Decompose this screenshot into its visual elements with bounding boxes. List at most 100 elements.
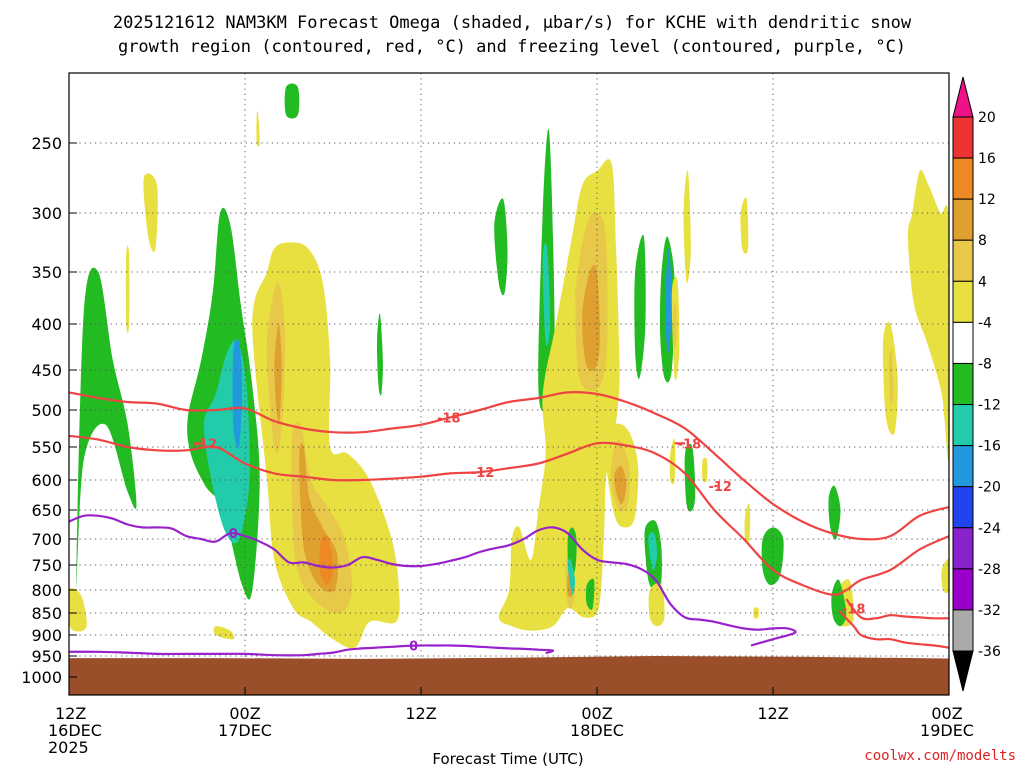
colorbar-label-7: -12 — [978, 398, 1001, 414]
x-tick-label-0-2: 2025 — [48, 738, 89, 757]
omega-region-30 — [567, 558, 576, 595]
colorbar-label-12: -32 — [978, 603, 1001, 619]
y-tick-label-1: 300 — [31, 204, 62, 223]
chart-title-line1: 2025121612 NAM3KM Forecast Omega (shaded… — [113, 13, 912, 33]
x-tick-label-2-0: 12Z — [405, 704, 436, 723]
y-tick-label-4: 450 — [31, 361, 62, 380]
y-tick-label-15: 1000 — [21, 668, 62, 687]
isotherm-label-5: -18 — [842, 602, 866, 617]
y-tick-label-7: 600 — [31, 471, 62, 490]
omega-region-53 — [907, 169, 949, 461]
colorbar-swatch-6 — [952, 362, 974, 406]
y-tick-label-6: 550 — [31, 438, 62, 457]
omega-region-52 — [888, 349, 894, 405]
isotherm-labels: -18 -12 -12 -18 -12 -18 0 0 — [194, 411, 866, 654]
omega-region-47 — [761, 527, 784, 586]
y-tick-label-5: 500 — [31, 401, 62, 420]
isotherm-line-6 — [838, 609, 949, 649]
colorbar-swatch-1 — [952, 157, 974, 200]
omega-region-54 — [941, 559, 949, 594]
colorbar: 20 16 12 8 4 -4 -8 -12 -16 -20 -24 -28 -32 -36 — [952, 76, 1001, 692]
omega-region-32 — [634, 234, 646, 379]
colorbar-label-2: 12 — [978, 192, 996, 208]
colorbar-label-0: 20 — [978, 110, 996, 126]
omega-region-11 — [319, 535, 334, 585]
x-tick-label-3-0: 00Z — [581, 704, 612, 723]
colorbar-label-6: -8 — [978, 356, 992, 372]
omega-region-14 — [69, 588, 87, 632]
isotherm-label-4: -12 — [708, 480, 732, 495]
isotherm-line-8 — [69, 644, 555, 657]
colorbar-label-11: -28 — [978, 562, 1001, 578]
isotherm-line-5 — [845, 598, 949, 621]
colorbar-swatch-12 — [952, 609, 974, 652]
y-tick-label-0: 250 — [31, 134, 62, 153]
y-tick-label-14: 950 — [31, 647, 62, 666]
omega-region-28 — [614, 466, 627, 505]
colorbar-label-4: 4 — [978, 274, 987, 290]
credit-text: coolwx.com/modelts — [864, 748, 1016, 764]
y-tick-label-8: 650 — [31, 501, 62, 520]
x-axis-title: Forecast Time (UTC) — [432, 750, 583, 768]
omega-region-34 — [665, 248, 672, 353]
omega-region-31 — [585, 578, 595, 610]
colorbar-label-1: 16 — [978, 151, 996, 167]
isotherm-label-1: -12 — [471, 466, 495, 481]
colorbar-swatch-9 — [952, 486, 974, 529]
x-tick-label-5-1: 19DEC — [920, 721, 974, 740]
isotherm-label-7: 0 — [229, 527, 238, 542]
omega-region-8 — [274, 324, 282, 425]
y-tick-label-3: 400 — [31, 315, 62, 334]
colorbar-top-arrow — [952, 76, 974, 118]
y-tick-label-10: 750 — [31, 556, 62, 575]
x-tick-label-4-0: 12Z — [757, 704, 788, 723]
colorbar-label-3: 8 — [978, 233, 987, 249]
omega-region-15 — [213, 626, 235, 640]
chart-title-line2: growth region (contoured, red, °C) and f… — [118, 37, 906, 57]
y-tick-label-13: 900 — [31, 626, 62, 645]
isotherm-line-7 — [69, 514, 797, 647]
grid-lines — [68, 73, 950, 695]
y-tick-label-9: 700 — [31, 530, 62, 549]
isotherm-label-3: -18 — [678, 437, 702, 452]
x-tick-label-0-0: 12Z — [55, 704, 86, 723]
isotherm-label-2: -12 — [194, 437, 218, 452]
omega-shading — [69, 83, 949, 649]
omega-region-44 — [740, 197, 749, 254]
omega-region-5 — [256, 111, 260, 147]
colorbar-swatch-4 — [952, 280, 974, 323]
colorbar-swatch-10 — [952, 527, 974, 570]
omega-region-25 — [575, 282, 583, 325]
omega-region-6 — [252, 242, 400, 649]
x-tick-label-0-1: 16DEC — [48, 721, 102, 740]
omega-region-37 — [648, 583, 665, 627]
x-tick-label-1-1: 17DEC — [218, 721, 272, 740]
omega-region-41 — [669, 438, 676, 485]
isotherm-lines — [69, 391, 949, 657]
colorbar-bottom-arrow — [952, 650, 974, 692]
colorbar-swatch-2 — [952, 198, 974, 241]
omega-region-40 — [683, 170, 691, 284]
colorbar-label-10: -24 — [978, 521, 1001, 537]
isotherm-line-1 — [69, 434, 949, 596]
omega-region-43 — [702, 457, 708, 483]
omega-region-19 — [542, 243, 551, 347]
omega-region-12 — [143, 173, 158, 252]
x-tick-label-5-0: 00Z — [931, 704, 962, 723]
colorbar-label-13: -36 — [978, 644, 1001, 660]
plot-frame — [68, 72, 950, 696]
omega-region-0 — [76, 267, 137, 589]
omega-region-36 — [648, 532, 658, 571]
x-tick-label-3-1: 18DEC — [570, 721, 624, 740]
colorbar-swatch-0 — [952, 116, 974, 159]
omega-region-48 — [828, 485, 841, 540]
colorbar-label-9: -20 — [978, 480, 1001, 496]
omega-region-17 — [494, 198, 508, 296]
y-axis: 250 300 350 400 450 500 550 600 650 700 750 800 850 9… — [21, 134, 77, 687]
isotherm-label-0: -18 — [437, 411, 461, 426]
colorbar-swatch-5 — [952, 321, 974, 364]
colorbar-label-5: -4 — [978, 315, 992, 331]
